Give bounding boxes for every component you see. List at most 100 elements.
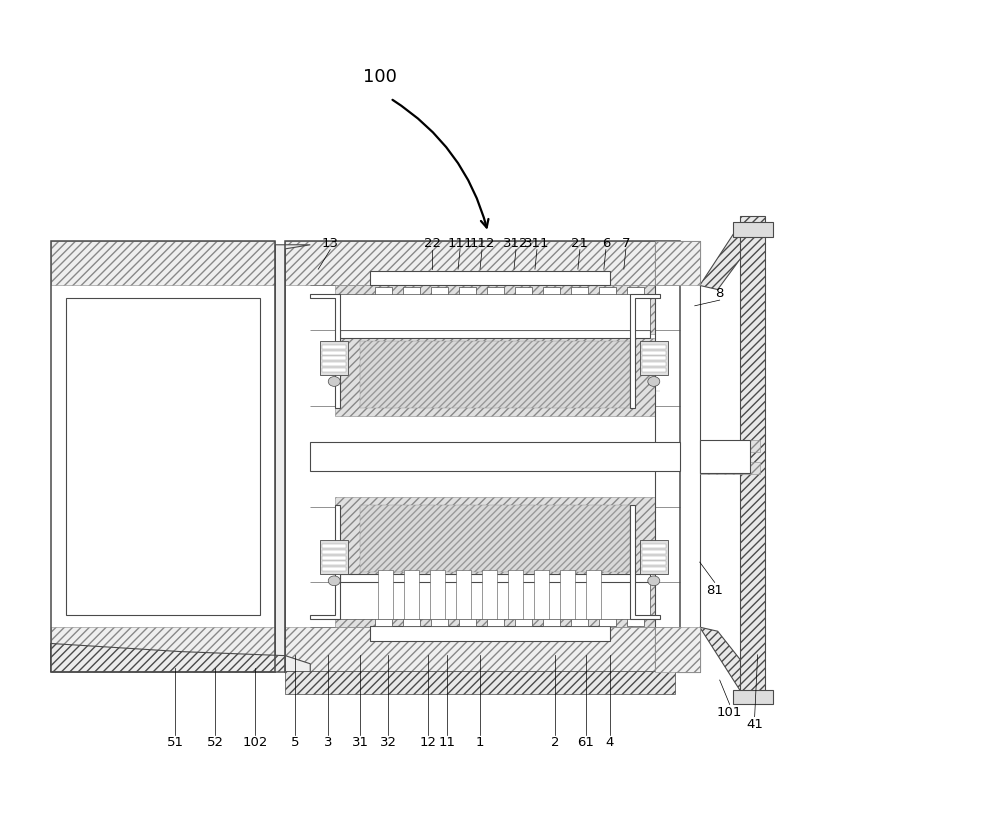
Polygon shape <box>571 587 588 626</box>
Polygon shape <box>285 240 680 285</box>
Polygon shape <box>642 544 666 548</box>
Text: 102: 102 <box>243 736 268 749</box>
Polygon shape <box>700 440 750 473</box>
Polygon shape <box>322 362 346 366</box>
Polygon shape <box>335 497 655 575</box>
Polygon shape <box>403 587 420 626</box>
Text: 41: 41 <box>746 718 763 731</box>
Polygon shape <box>642 345 666 349</box>
Polygon shape <box>630 505 660 619</box>
Polygon shape <box>322 356 346 360</box>
Polygon shape <box>642 368 666 372</box>
Polygon shape <box>370 627 610 641</box>
Polygon shape <box>586 570 601 619</box>
Polygon shape <box>360 505 630 572</box>
Polygon shape <box>403 287 420 326</box>
Polygon shape <box>599 587 616 626</box>
Polygon shape <box>642 362 666 366</box>
Text: 8: 8 <box>716 287 724 300</box>
Polygon shape <box>630 293 660 408</box>
Text: 112: 112 <box>469 236 495 249</box>
Polygon shape <box>642 562 666 566</box>
Polygon shape <box>322 567 346 571</box>
Text: 22: 22 <box>424 236 441 249</box>
Polygon shape <box>335 338 655 416</box>
Polygon shape <box>375 587 392 626</box>
Polygon shape <box>733 689 773 704</box>
Polygon shape <box>640 341 668 375</box>
Text: 11: 11 <box>439 736 456 749</box>
Text: 12: 12 <box>420 736 437 749</box>
Text: 31: 31 <box>352 736 369 749</box>
Polygon shape <box>322 556 346 560</box>
Polygon shape <box>360 341 630 408</box>
Text: 101: 101 <box>717 706 742 719</box>
Polygon shape <box>322 562 346 566</box>
Polygon shape <box>51 240 275 285</box>
Polygon shape <box>515 587 532 626</box>
Polygon shape <box>322 368 346 372</box>
Polygon shape <box>543 587 560 626</box>
Polygon shape <box>340 575 650 583</box>
Circle shape <box>648 576 660 586</box>
Polygon shape <box>51 285 275 628</box>
Polygon shape <box>459 287 476 326</box>
Polygon shape <box>430 570 445 619</box>
Polygon shape <box>310 505 340 619</box>
Polygon shape <box>66 297 260 615</box>
Text: 4: 4 <box>606 736 614 749</box>
Polygon shape <box>335 285 655 334</box>
Polygon shape <box>571 287 588 326</box>
Polygon shape <box>322 350 346 355</box>
Polygon shape <box>375 287 392 326</box>
Polygon shape <box>515 287 532 326</box>
Polygon shape <box>340 293 650 330</box>
Text: 100: 100 <box>363 68 397 86</box>
Polygon shape <box>482 570 497 619</box>
Polygon shape <box>322 544 346 548</box>
Polygon shape <box>700 628 760 689</box>
Polygon shape <box>310 293 340 408</box>
Text: 312: 312 <box>503 236 529 249</box>
Polygon shape <box>459 587 476 626</box>
Polygon shape <box>700 224 760 289</box>
Polygon shape <box>487 587 504 626</box>
Polygon shape <box>642 550 666 554</box>
Polygon shape <box>640 540 668 575</box>
Text: 61: 61 <box>577 736 594 749</box>
Polygon shape <box>285 671 675 694</box>
Text: 7: 7 <box>622 236 630 249</box>
Polygon shape <box>740 216 765 696</box>
Text: 52: 52 <box>207 736 224 749</box>
Polygon shape <box>655 240 700 285</box>
Polygon shape <box>320 540 348 575</box>
Polygon shape <box>320 341 348 375</box>
Polygon shape <box>378 570 393 619</box>
Polygon shape <box>508 570 523 619</box>
Polygon shape <box>322 345 346 349</box>
Text: 21: 21 <box>571 236 588 249</box>
Polygon shape <box>285 628 680 672</box>
Polygon shape <box>642 356 666 360</box>
Polygon shape <box>275 244 310 672</box>
Text: 32: 32 <box>380 736 397 749</box>
Polygon shape <box>543 287 560 326</box>
Polygon shape <box>51 628 275 672</box>
Polygon shape <box>534 570 549 619</box>
Polygon shape <box>642 567 666 571</box>
Polygon shape <box>733 222 773 236</box>
Circle shape <box>648 377 660 386</box>
Text: 81: 81 <box>706 584 723 597</box>
Polygon shape <box>642 556 666 560</box>
Circle shape <box>328 377 340 386</box>
Text: 311: 311 <box>524 236 550 249</box>
Text: 1: 1 <box>476 736 484 749</box>
Polygon shape <box>627 287 644 326</box>
Text: 3: 3 <box>324 736 332 749</box>
Polygon shape <box>370 271 610 285</box>
Polygon shape <box>51 644 285 672</box>
Polygon shape <box>655 628 700 672</box>
Text: 2: 2 <box>551 736 559 749</box>
Polygon shape <box>599 287 616 326</box>
Polygon shape <box>700 462 760 474</box>
